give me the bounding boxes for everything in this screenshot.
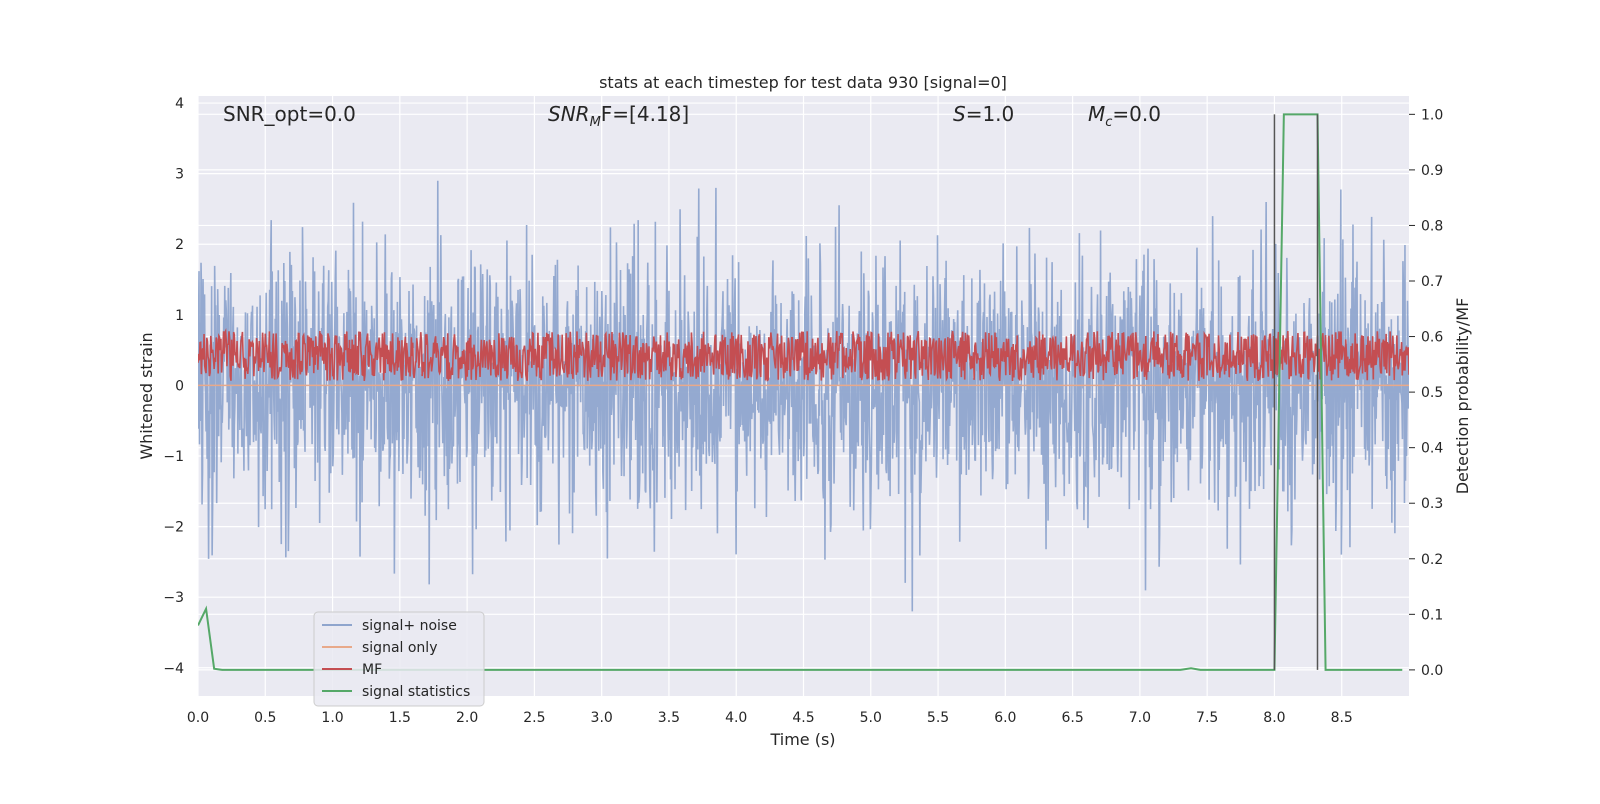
y-right-tick-label: 0.7 <box>1421 274 1443 290</box>
annotation-mc-tail: =0.0 <box>1112 102 1161 126</box>
x-tick-label: 4.5 <box>792 710 814 726</box>
y-left-tick-label: −1 <box>163 449 184 465</box>
x-tick-label: 5.5 <box>927 710 949 726</box>
y-right-tick-label: 0.2 <box>1421 552 1443 568</box>
y-right-tick-label: 0.4 <box>1421 441 1443 457</box>
x-tick-label: 3.0 <box>591 710 613 726</box>
y-axis-right-ticks: 0.0 0.1 0.2 0.3 0.4 0.5 0.6 0.7 0.8 0.9 1.0 <box>1409 107 1443 679</box>
x-tick-label: 5.0 <box>860 710 882 726</box>
legend-label-signal-only: signal only <box>362 640 437 656</box>
annotation-s-base: S <box>953 102 966 126</box>
annotation-mc-base: M <box>1088 102 1105 126</box>
y-right-tick-label: 0.1 <box>1421 607 1443 623</box>
y-left-tick-label: −2 <box>163 520 184 536</box>
x-tick-label: 1.0 <box>321 710 343 726</box>
x-tick-label: 8.5 <box>1331 710 1353 726</box>
plot-content <box>198 113 1409 671</box>
annotation-s-tail: =1.0 <box>966 102 1015 126</box>
legend-label-signal-plus-noise: signal+ noise <box>362 618 457 634</box>
y-axis-left-label: Whitened strain <box>137 332 156 459</box>
x-tick-label: 2.5 <box>523 710 545 726</box>
x-tick-label: 7.0 <box>1129 710 1151 726</box>
annotation-snr-mf-sub: M <box>590 115 601 130</box>
x-tick-label: 7.5 <box>1196 710 1218 726</box>
legend-box <box>313 611 485 707</box>
annotation-mc: Mc=0.0 <box>1088 102 1161 130</box>
x-tick-label: 2.0 <box>456 710 478 726</box>
x-tick-label: 6.0 <box>994 710 1016 726</box>
x-tick-label: 0.5 <box>254 710 276 726</box>
x-tick-label: 0.0 <box>187 710 209 726</box>
y-right-tick-label: 0.6 <box>1421 330 1443 346</box>
chart-title: stats at each timestep for test data 930… <box>599 73 1007 92</box>
y-axis-right-label: Detection probability/MF <box>1453 298 1472 495</box>
annotation-s: S=1.0 <box>953 102 1014 126</box>
x-tick-label: 3.5 <box>658 710 680 726</box>
y-left-tick-label: 2 <box>175 237 184 253</box>
annotation-snr-mf: SNRMF=[4.18] <box>548 102 689 130</box>
annotation-snr-mf-base: SNR <box>548 102 590 126</box>
annotation-snr-mf-tail: F=[4.18] <box>601 102 689 126</box>
y-right-tick-label: 0.3 <box>1421 496 1443 512</box>
legend-label-mf: MF <box>362 662 382 678</box>
x-tick-label: 1.5 <box>389 710 411 726</box>
series-mf <box>198 328 1409 382</box>
signal-statistics-line <box>198 113 1403 671</box>
y-right-tick-label: 1.0 <box>1421 107 1443 123</box>
y-left-tick-label: 0 <box>175 378 184 394</box>
y-right-tick-label: 0.8 <box>1421 218 1443 234</box>
annotation-mc-sub: c <box>1105 115 1112 130</box>
x-axis-label: Time (s) <box>769 730 835 749</box>
y-left-tick-label: 4 <box>175 96 184 112</box>
y-left-tick-label: −3 <box>163 590 184 606</box>
y-right-tick-label: 0.0 <box>1421 663 1443 679</box>
y-axis-left-ticks: −4 −3 −2 −1 0 1 2 3 4 <box>163 96 184 677</box>
y-right-tick-label: 0.9 <box>1421 163 1443 179</box>
y-left-tick-label: −4 <box>163 661 184 677</box>
y-right-tick-label: 0.5 <box>1421 385 1443 401</box>
y-left-tick-label: 1 <box>175 308 184 324</box>
legend: signal+ noise signal only MF signal stat… <box>313 611 485 707</box>
x-tick-label: 4.0 <box>725 710 747 726</box>
x-tick-label: 6.5 <box>1061 710 1083 726</box>
annotation-snr-opt: SNR_opt=0.0 <box>223 102 356 126</box>
legend-label-signal-statistics: signal statistics <box>362 684 470 700</box>
detection-markers <box>1273 114 1319 670</box>
x-tick-label: 8.0 <box>1263 710 1285 726</box>
y-left-tick-label: 3 <box>175 167 184 183</box>
x-axis-ticks: 0.0 0.5 1.0 1.5 2.0 2.5 3.0 3.5 4.0 4.5 5.0 5.5 6.0 6… <box>187 710 1353 726</box>
mf-line <box>198 328 1409 382</box>
series-signal-statistics <box>198 113 1403 671</box>
